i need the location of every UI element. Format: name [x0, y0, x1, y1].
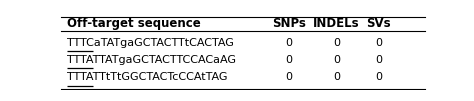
Text: 0: 0 [333, 72, 340, 82]
Text: 0: 0 [375, 55, 383, 65]
Text: TTTATTtTtGGCTACTcCCAtTAG: TTTATTtTtGGCTACTcCCAtTAG [66, 72, 227, 82]
Text: TTTA: TTTA [66, 72, 93, 82]
Text: 0: 0 [285, 38, 292, 48]
Text: TTTC: TTTC [66, 38, 93, 48]
Text: 0: 0 [333, 55, 340, 65]
Text: Off-target sequence: Off-target sequence [66, 17, 201, 30]
Text: 0: 0 [285, 55, 292, 65]
Text: 0: 0 [333, 38, 340, 48]
Text: TTTATTATgaGCTACTTCCACaAG: TTTATTATgaGCTACTTCCACaAG [66, 55, 236, 65]
Text: 0: 0 [375, 38, 383, 48]
Text: 0: 0 [375, 72, 383, 82]
Text: SVs: SVs [366, 17, 391, 30]
Text: TTTCaTATgaGCTACTTtCACTAG: TTTCaTATgaGCTACTTtCACTAG [66, 38, 234, 48]
Text: TTTA: TTTA [66, 55, 93, 65]
Text: SNPs: SNPs [272, 17, 306, 30]
Text: 0: 0 [285, 72, 292, 82]
Text: INDELs: INDELs [313, 17, 360, 30]
